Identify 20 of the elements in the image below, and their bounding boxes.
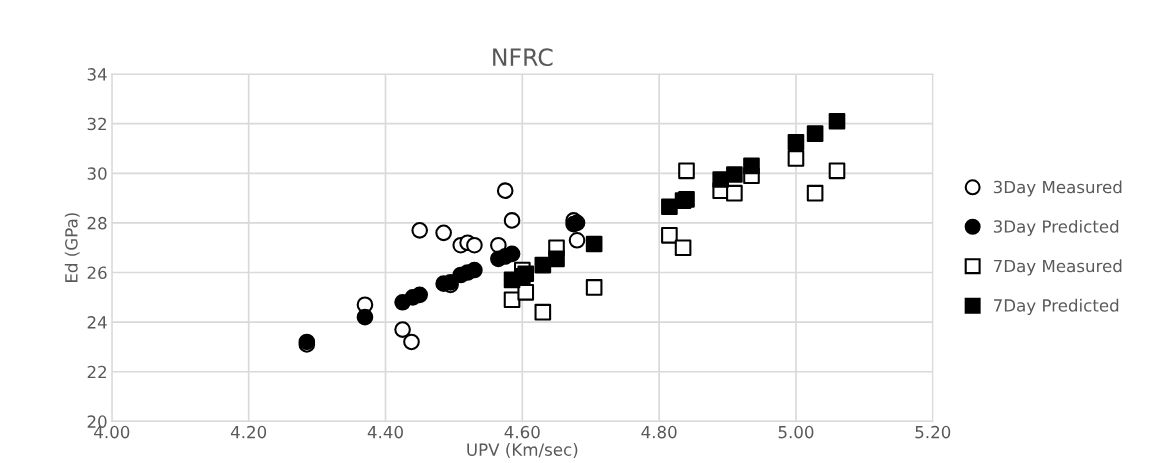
y-tick-label: 28 <box>87 216 107 230</box>
legend-label: 3Day Measured <box>993 180 1122 197</box>
y-tick-label: 22 <box>87 365 106 379</box>
y-tick-label: 24 <box>87 316 107 329</box>
legend-label: 3Day Predicted <box>993 219 1119 237</box>
chart-title: NFRC <box>493 48 553 67</box>
x-tick-label: 5.00 <box>778 425 814 439</box>
x-axis-title: UPV (Km/sec) <box>467 443 578 458</box>
y-tick-label: 32 <box>87 117 106 131</box>
x-tick-label: 5.20 <box>915 425 951 439</box>
x-tick-label: 4.20 <box>230 425 267 439</box>
y-tick-label: 30 <box>87 167 107 180</box>
legend-label: 7Day Measured <box>994 259 1122 276</box>
legend-label: 7Day Predicted <box>994 298 1119 315</box>
y-tick-label: 34 <box>87 68 107 81</box>
y-tick-label: 26 <box>87 266 107 280</box>
x-tick-label: 4.80 <box>641 425 677 439</box>
x-tick-label: 4.40 <box>367 425 403 439</box>
y-axis-title: Ed (GPa) <box>64 213 80 282</box>
x-tick-label: 4.60 <box>504 425 540 439</box>
